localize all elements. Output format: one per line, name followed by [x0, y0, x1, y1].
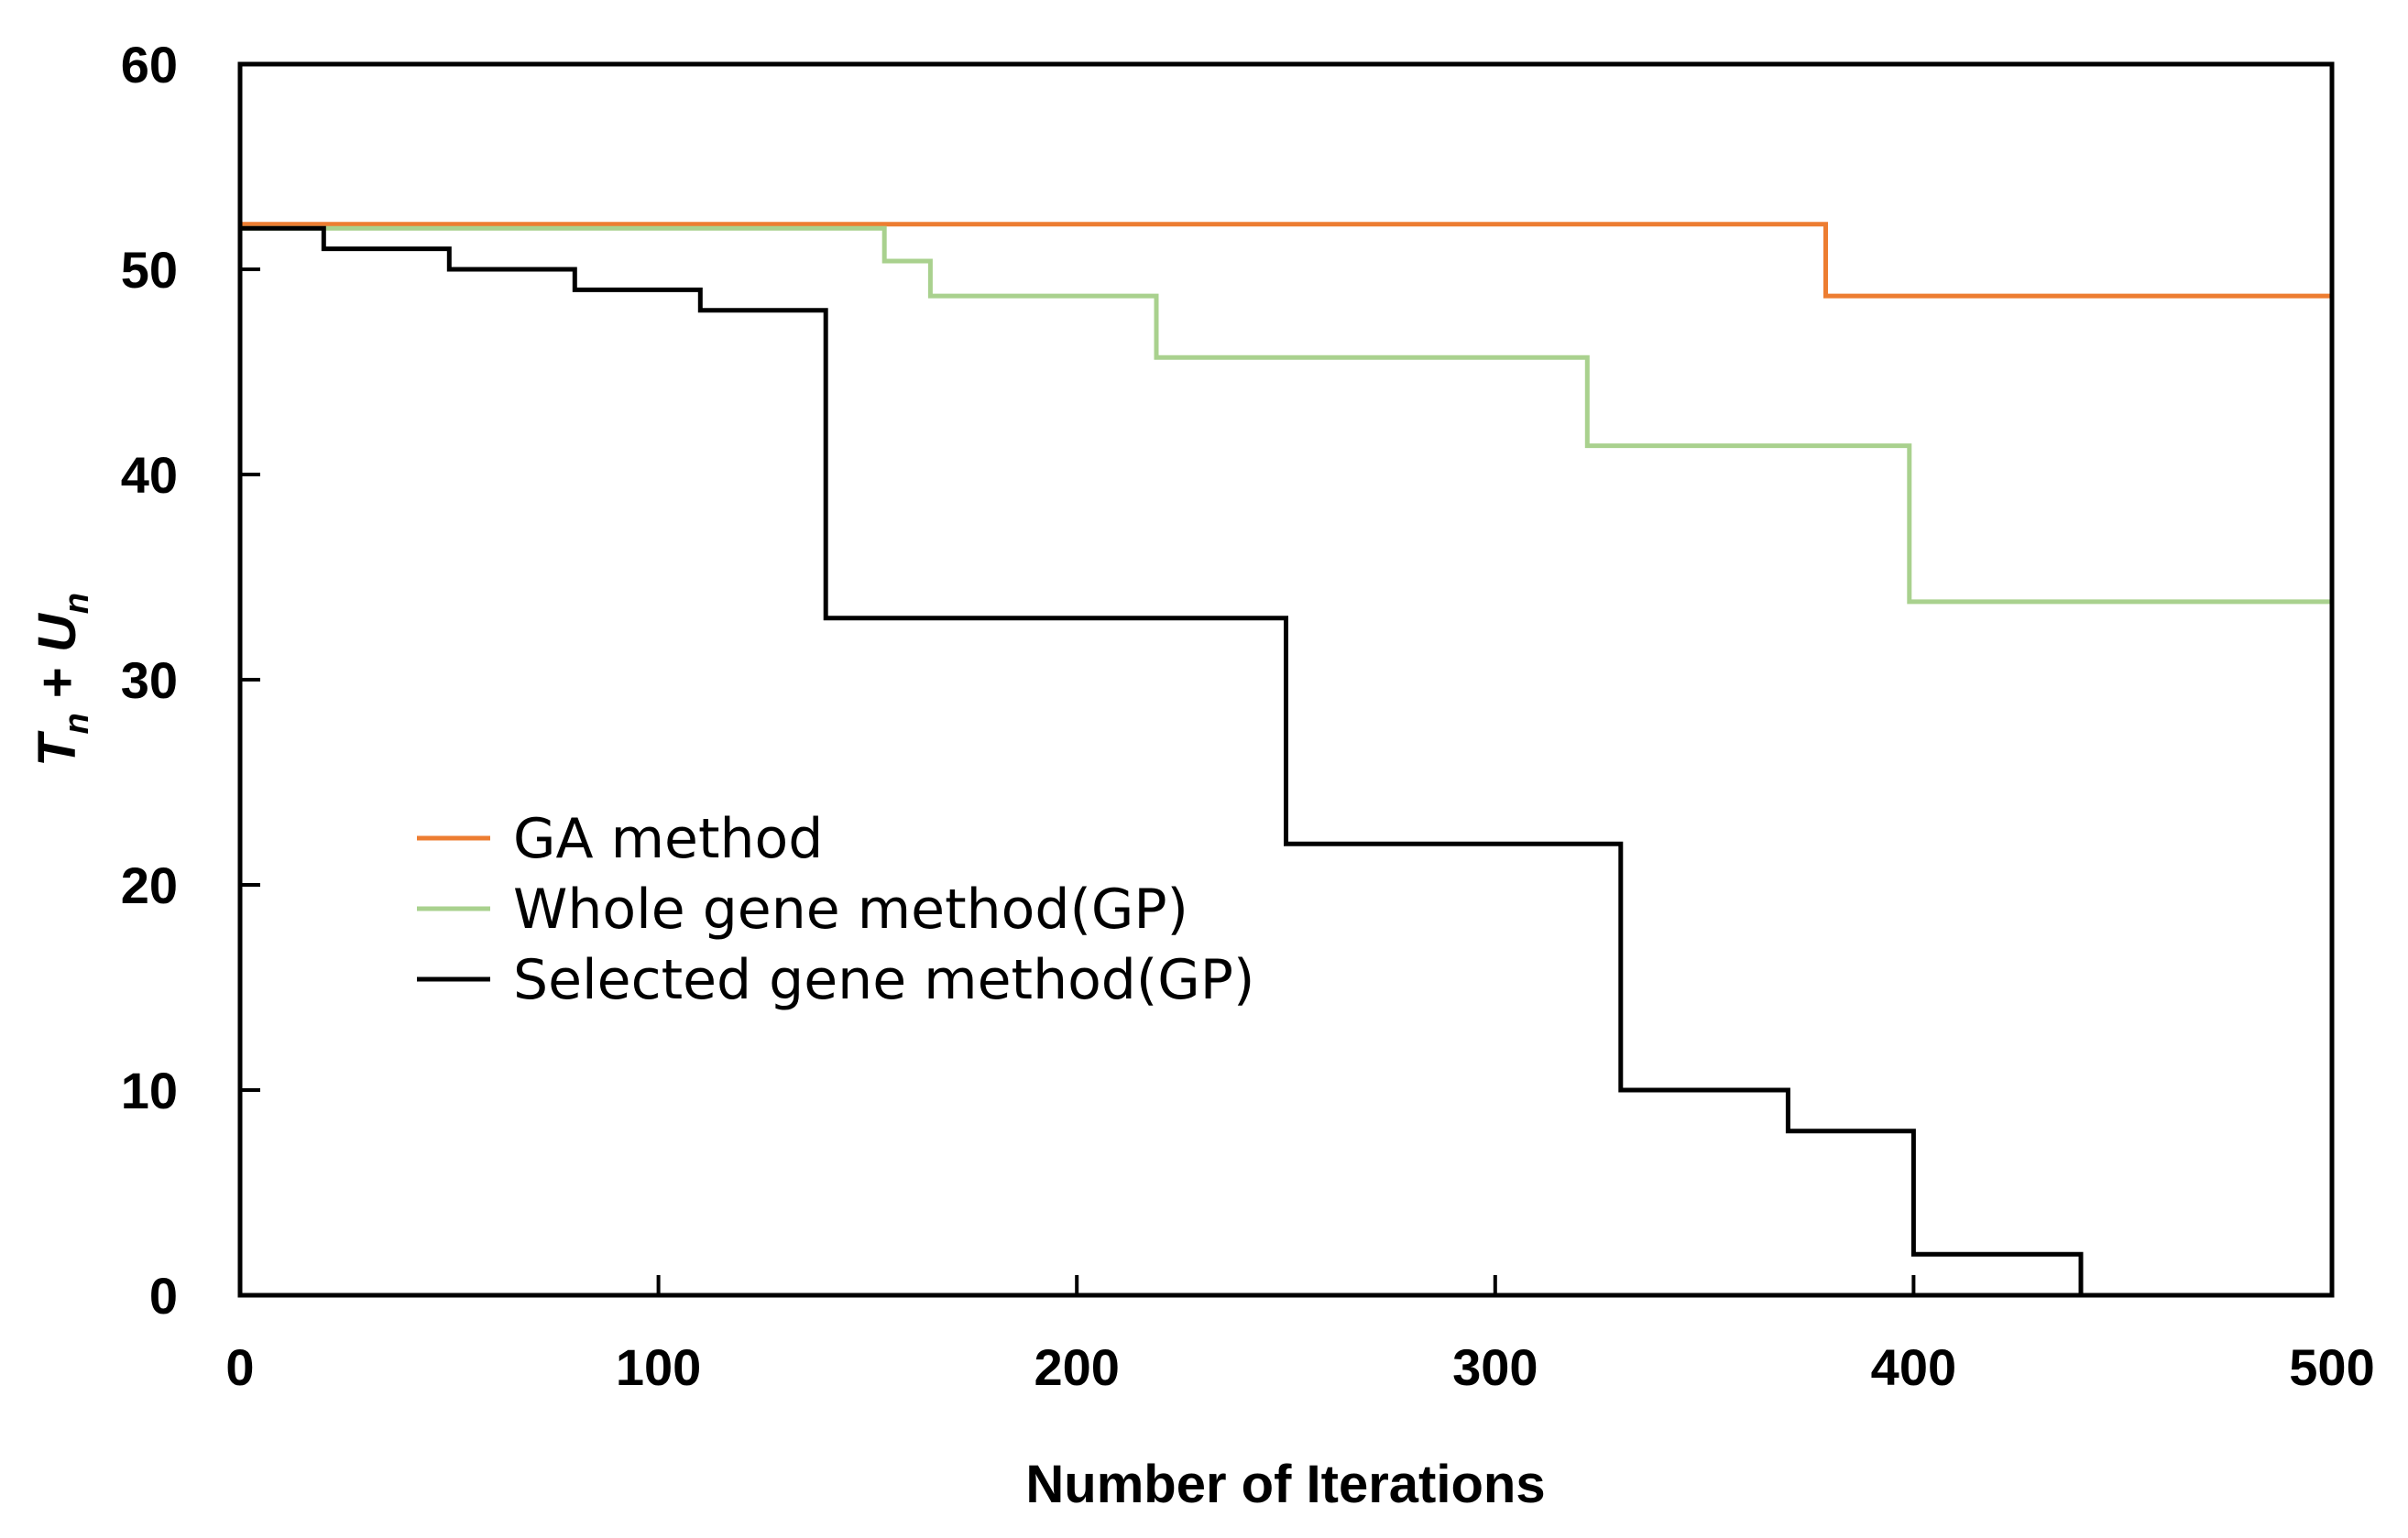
y-tick-label: 10	[121, 1062, 178, 1119]
y-axis-title-sub-1: n	[58, 713, 96, 734]
y-axis-title-plus: +	[27, 652, 87, 713]
x-tick-label: 200	[1034, 1338, 1119, 1396]
x-tick-label: 400	[1871, 1338, 1956, 1396]
y-axis-title-u: U	[27, 612, 87, 652]
y-tick-label: 60	[121, 36, 178, 93]
series-line-3	[240, 225, 2084, 1295]
x-axis-title: Number of Iterations	[1025, 1455, 1545, 1514]
legend: GA method Whole gene method(GP)Selected g…	[417, 807, 1254, 1012]
y-axis-title-sub-2: n	[58, 593, 96, 614]
x-tick-label: 500	[2289, 1338, 2374, 1396]
series-line-2	[240, 225, 2332, 605]
y-axis-title: Tn + Un	[27, 593, 96, 767]
y-tick-label: 40	[121, 446, 178, 504]
x-tick-label: 0	[225, 1338, 254, 1396]
legend-label-1: GA method	[513, 807, 823, 871]
y-tick-label: 50	[121, 241, 178, 299]
legend-label-2: Whole gene method(GP)	[513, 878, 1188, 942]
x-tick-label: 300	[1452, 1338, 1538, 1396]
y-tick-label: 30	[121, 651, 178, 709]
y-tick-label: 20	[121, 856, 178, 914]
y-tick-label: 0	[149, 1267, 178, 1325]
series-line-1	[240, 222, 2332, 299]
legend-label-3: Selected gene method(GP)	[513, 948, 1254, 1012]
x-tick-label: 100	[616, 1338, 701, 1396]
y-axis-title-t: T	[27, 730, 87, 767]
